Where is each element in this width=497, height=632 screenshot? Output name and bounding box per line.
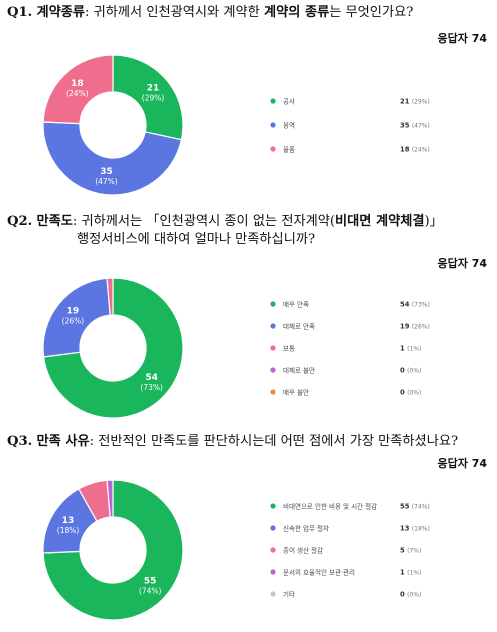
chart1-legend-dot-1: [270, 323, 276, 329]
chart0-legend-value-2: 18 (24%): [400, 146, 430, 154]
q1-title: Q1. 계약종류: 귀하께서 인천광역시와 계약한 계약의 종류는 무엇인가요?: [7, 3, 413, 22]
chart2-legend-label-2: 종이 생산 절감: [283, 546, 323, 555]
chart0-slice-1-value: 35: [100, 167, 113, 177]
chart1-slice-1-value: 19: [67, 307, 80, 317]
q3-title: Q3. 만족 사유: 전반적인 만족도를 판단하시는데 어떤 점에서 가장 만족…: [7, 432, 458, 451]
chart1-slice-0-percent: (73%): [140, 383, 163, 392]
chart1-legend-label-3: 대체로 불만: [283, 366, 315, 375]
chart0-slice-0-value: 21: [147, 84, 160, 94]
chart2-slice-1-value: 13: [62, 516, 75, 526]
chart0-legend-label-0: 공사: [283, 97, 295, 106]
chart1-legend-dot-4: [270, 389, 276, 395]
q3-respondents: 응답자 74: [437, 457, 488, 470]
q1-respondents: 응답자 74: [437, 32, 488, 45]
q2-chart: 54(73%) 19(26%) 매우 만족 54 (73%) 대체로 만족 19 (26%…: [42, 277, 430, 419]
q1-chart: 21(29%) 35(47%) 18(24%) 공사 21 (29%) 용역 35 (47%…: [42, 54, 430, 196]
q1-number: Q1.: [7, 5, 33, 20]
q3-text-1: : 전반적인 만족도를 판단하시는데 어떤 점에서 가장 만족하셨나요?: [89, 434, 459, 449]
chart0-slice-2: [42, 54, 114, 125]
chart0-legend-label-2: 물품: [283, 146, 295, 154]
chart2-legend-label-3: 문서의 효율적인 보관·관리: [283, 568, 355, 577]
chart2-legend-value-0: 55 (74%): [400, 503, 430, 511]
q2-respondents: 응답자 74: [437, 257, 488, 270]
chart1-legend-label-2: 보통: [283, 345, 295, 353]
chart2-legend-label-1: 신속한 업무 절차: [283, 524, 329, 533]
chart2-legend-value-3: 1 (1%): [400, 569, 421, 577]
chart1-legend-value-2: 1 (1%): [400, 345, 421, 353]
q1-text-1: : 귀하께서 인천광역시와 계약한: [85, 5, 260, 20]
chart1-legend-label-1: 대체로 만족: [283, 322, 315, 331]
chart1-slice-1-percent: (26%): [62, 317, 85, 326]
chart1-legend-value-1: 19 (26%): [400, 323, 430, 331]
q3-number: Q3.: [7, 434, 33, 449]
q3-keyword: 만족 사유: [36, 434, 90, 449]
q2-keyword: 만족도: [36, 214, 73, 229]
chart1-legend-dot-0: [270, 301, 276, 307]
q2-title: Q2. 만족도: 귀하께서는 「인천광역시 종이 없는 전자계약(비대면 계약체…: [7, 212, 443, 231]
chart1-legend-label-0: 매우 만족: [283, 300, 309, 309]
chart2-legend-dot-1: [270, 525, 276, 531]
chart1-legend-value-0: 54 (73%): [400, 301, 430, 309]
chart1-legend-value-4: 0 (0%): [400, 389, 421, 397]
chart0-slice-1: [42, 121, 183, 196]
chart0-slice-0-percent: (29%): [142, 94, 165, 103]
chart2-legend-dot-0: [270, 503, 276, 509]
chart0-legend-dot-0: [270, 98, 276, 104]
chart0-slice-1-percent: (47%): [95, 177, 118, 186]
q2-text-2: )」: [424, 214, 443, 229]
chart1-slice-1: [42, 277, 111, 358]
q1-text-2: 는 무엇인가요?: [329, 5, 414, 20]
chart0-legend-value-0: 21 (29%): [400, 98, 430, 106]
q3-chart: 55(74%) 13(18%) 비대면으로 인한 비용 및 시간 절감 55 (74%…: [42, 479, 430, 621]
chart1-slice-0: [42, 277, 184, 419]
chart1-legend-value-3: 0 (0%): [400, 367, 421, 375]
chart2-slice-0: [42, 479, 184, 621]
chart2-legend-value-4: 0 (0%): [400, 591, 421, 599]
chart1-slice-0-value: 54: [145, 373, 158, 383]
chart2-legend-value-1: 13 (18%): [400, 525, 430, 533]
chart0-slice-0: [112, 54, 184, 141]
chart2-legend-dot-2: [270, 547, 276, 553]
chart2-legend-label-4: 기타: [283, 590, 295, 599]
q2-text-1: : 귀하께서는 「인천광역시 종이 없는 전자계약(: [72, 214, 335, 229]
chart0-slice-2-value: 18: [71, 79, 84, 89]
chart1-legend-dot-2: [270, 345, 276, 351]
q2-number: Q2.: [7, 214, 33, 229]
chart2-legend-label-0: 비대면으로 인한 비용 및 시간 절감: [283, 502, 377, 511]
chart2-slice-3: [106, 479, 114, 518]
chart2-slice-1-percent: (18%): [57, 526, 80, 535]
chart2-slice-0-value: 55: [144, 577, 157, 587]
chart1-legend-label-4: 매우 불만: [283, 388, 309, 397]
chart0-legend-dot-1: [270, 122, 276, 128]
q1-highlight: 계약의 종류: [263, 5, 330, 20]
chart1-slice-2: [106, 277, 114, 316]
chart1-legend-dot-3: [270, 367, 276, 373]
chart0-slice-2-percent: (24%): [66, 89, 89, 98]
q2-highlight: 비대면 계약체결: [335, 214, 425, 229]
chart0-legend-dot-2: [270, 146, 276, 152]
chart2-legend-value-2: 5 (7%): [400, 547, 421, 555]
chart2-legend-dot-4: [270, 591, 276, 597]
q2-title-line2: 행정서비스에 대하여 얼마나 만족하십니까?: [77, 232, 316, 247]
chart2-legend-dot-3: [270, 569, 276, 575]
chart2-slice-0-percent: (74%): [139, 587, 162, 596]
chart0-legend-value-1: 35 (47%): [400, 122, 430, 130]
chart0-legend-label-1: 용역: [283, 121, 295, 130]
q1-keyword: 계약종류: [36, 5, 85, 20]
